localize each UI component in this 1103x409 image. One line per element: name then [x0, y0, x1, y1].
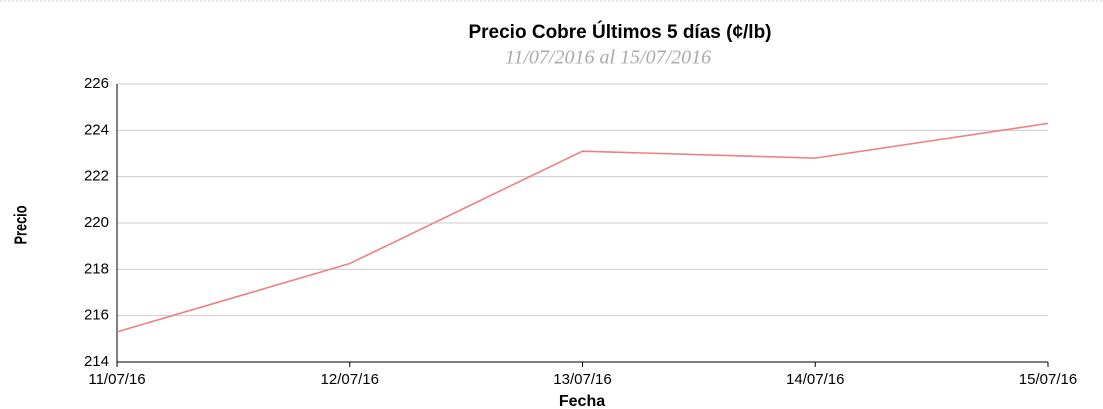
y-tick-label: 214 [84, 353, 109, 370]
chart-title: Precio Cobre Últimos 5 días (¢/lb) [468, 21, 771, 43]
y-tick-label: 224 [84, 121, 109, 138]
y-tick-label: 216 [84, 307, 109, 324]
y-tick-label: 220 [84, 214, 109, 231]
y-axis-label: Precio [12, 205, 31, 244]
x-tick-label: 15/07/16 [1019, 371, 1077, 388]
chart-subtitle: 11/07/2016 al 15/07/2016 [505, 47, 711, 69]
x-tick-label: 11/07/16 [88, 371, 145, 388]
line-series [116, 122, 1049, 333]
x-tick-label: 12/07/16 [321, 371, 379, 388]
y-tick-label: 218 [84, 260, 109, 277]
y-tick-label: 222 [84, 168, 109, 185]
x-axis-label: Fecha [559, 393, 605, 409]
x-tick-label: 13/07/16 [553, 371, 611, 388]
y-tick-label: 226 [84, 75, 109, 92]
x-tick-label: 14/07/16 [786, 371, 844, 388]
